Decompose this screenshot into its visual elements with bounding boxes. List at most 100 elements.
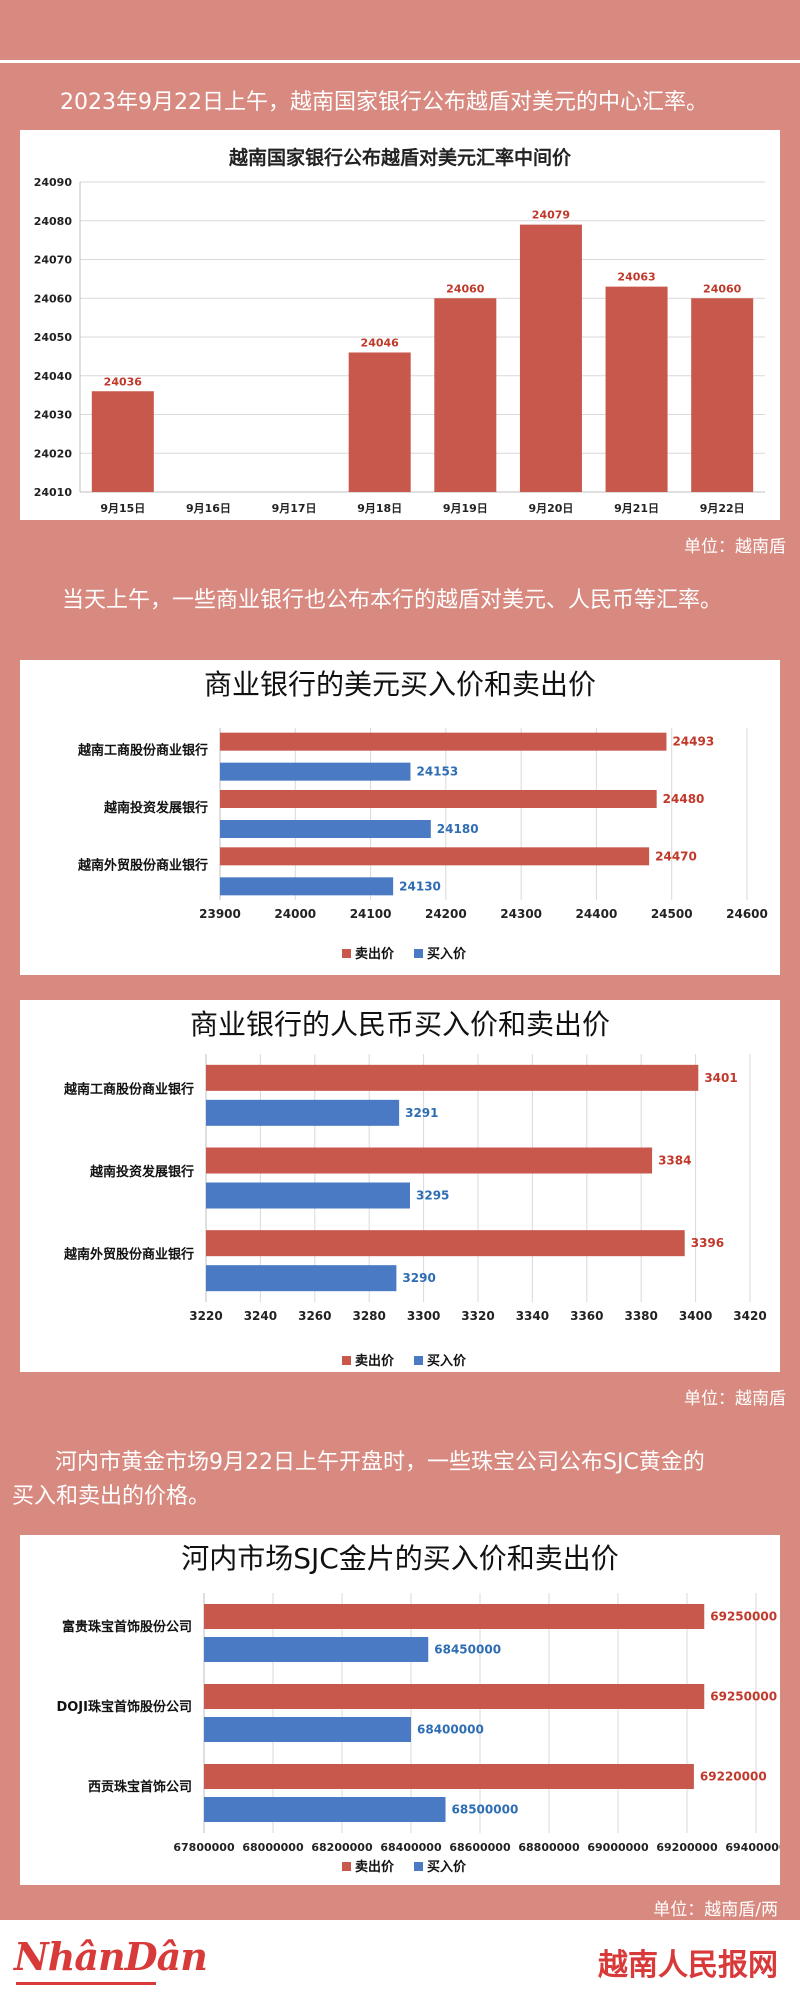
data-label-sell: 24470 <box>655 849 697 863</box>
bar-sell <box>204 1604 705 1629</box>
x-tick-label: 67800000 <box>173 1841 235 1854</box>
data-label-buy: 24180 <box>437 822 479 836</box>
y-tick-label: 24070 <box>34 254 73 267</box>
bar-sell <box>204 1764 694 1789</box>
x-tick-label: 9月18日 <box>357 502 402 515</box>
chart-title: 河内市场SJC金片的买入价和卖出价 <box>181 1542 619 1575</box>
bar-buy <box>220 762 411 781</box>
logo-underline <box>16 1982 156 1985</box>
bar-sell <box>206 1230 685 1257</box>
bar <box>91 391 154 492</box>
data-label-sell: 24493 <box>672 735 714 749</box>
chart-panel-central-rate: 越南国家银行公布越盾对美元汇率中间价 24010 24020 24030 24040 24… <box>20 130 780 520</box>
y-tick-label: 24080 <box>34 215 73 228</box>
bar-buy <box>206 1182 410 1209</box>
bar-sell <box>206 1147 653 1174</box>
x-tick-label: 3340 <box>516 1309 549 1323</box>
bar-sell <box>206 1064 699 1091</box>
bar <box>348 352 411 492</box>
x-tick-label: 3380 <box>624 1309 657 1323</box>
legend-swatch-buy <box>414 1356 423 1365</box>
bar <box>434 298 497 492</box>
data-label-sell: 69220000 <box>700 1770 767 1784</box>
data-label-buy: 3295 <box>416 1189 449 1203</box>
legend-swatch-sell <box>342 949 351 958</box>
chart-title: 商业银行的美元买入价和卖出价 <box>204 668 596 701</box>
unit-label-2: 单位：越南盾 <box>684 1389 786 1409</box>
data-label-buy: 68500000 <box>452 1803 519 1817</box>
category-label: 越南投资发展银行 <box>103 800 208 816</box>
intro-paragraph-3-line-1: 河内市黄金市场9月22日上午开盘时，一些珠宝公司公布SJC黄金的 <box>55 1450 705 1475</box>
data-label-sell: 3396 <box>691 1236 724 1250</box>
intro-paragraph-1: 2023年9月22日上午，越南国家银行公布越盾对美元的中心汇率。 <box>60 90 708 115</box>
x-tick-label: 9月15日 <box>100 502 145 515</box>
chart-panel-cny: 商业银行的人民币买入价和卖出价 3220 3240 3260 3280 3300 3320 3… <box>20 1000 780 1372</box>
category-label: 越南投资发展银行 <box>89 1164 194 1180</box>
x-tick-label: 3400 <box>679 1309 712 1323</box>
unit-label-1: 单位：越南盾 <box>684 537 786 557</box>
data-label-buy: 68400000 <box>417 1723 484 1737</box>
legend-label-sell: 卖出价 <box>355 946 395 962</box>
x-tick-label: 9月19日 <box>443 502 488 515</box>
x-tick-label: 3280 <box>352 1309 385 1323</box>
category-label: 越南外贸股份商业银行 <box>63 1247 194 1263</box>
category-label: 越南外贸股份商业银行 <box>77 857 208 873</box>
y-tick-label: 24060 <box>34 292 73 305</box>
x-tick-label: 3240 <box>244 1309 277 1323</box>
x-tick-label: 69000000 <box>587 1841 649 1854</box>
x-tick-label: 69400000 <box>725 1841 780 1854</box>
bar <box>605 286 668 492</box>
bar-buy <box>220 877 394 896</box>
data-label-sell: 3384 <box>658 1154 691 1168</box>
x-tick-label: 3220 <box>189 1309 222 1323</box>
chart-usd-rates: 商业银行的美元买入价和卖出价 23900 24000 24100 24200 24300 2… <box>77 668 768 962</box>
chart-panel-usd: 商业银行的美元买入价和卖出价 23900 24000 24100 24200 24300 2… <box>20 660 780 975</box>
x-tick-label: 3360 <box>570 1309 603 1323</box>
y-tick-label: 24010 <box>34 486 73 499</box>
x-tick-label: 24100 <box>350 907 392 921</box>
legend-label-sell: 卖出价 <box>355 1353 395 1369</box>
legend-swatch-buy <box>414 949 423 958</box>
x-tick-label: 3260 <box>298 1309 331 1323</box>
x-tick-label: 69200000 <box>656 1841 718 1854</box>
nhandan-logo[interactable]: NhânDân <box>14 1934 208 1979</box>
x-tick-label: 3320 <box>461 1309 494 1323</box>
x-tick-label: 24400 <box>576 907 618 921</box>
data-label-sell: 69250000 <box>710 1690 777 1704</box>
bar <box>519 224 582 492</box>
bar-buy <box>204 1717 411 1742</box>
x-tick-label: 23900 <box>199 907 241 921</box>
category-label: 越南工商股份商业银行 <box>63 1081 194 1097</box>
legend-swatch-sell <box>342 1862 351 1871</box>
site-name[interactable]: 越南人民报网 <box>598 1948 778 1983</box>
legend-label-buy: 买入价 <box>427 1860 467 1875</box>
legend-swatch-sell <box>342 1356 351 1365</box>
top-band <box>0 0 800 60</box>
bar-sell <box>220 732 667 751</box>
data-label: 24079 <box>532 209 570 222</box>
data-label: 24060 <box>703 282 742 295</box>
y-tick-label: 24040 <box>34 370 73 383</box>
data-label: 24063 <box>617 271 655 284</box>
y-tick-label: 24090 <box>34 176 73 189</box>
data-label-sell: 24480 <box>663 792 705 806</box>
x-tick-label: 9月21日 <box>614 502 659 515</box>
category-label: DOJI珠宝首饰股份公司 <box>56 1699 192 1715</box>
intro-paragraph-3-line-2: 买入和卖出的价格。 <box>12 1484 211 1509</box>
bar <box>691 298 754 492</box>
data-label-buy: 3290 <box>402 1271 435 1285</box>
chart-panel-gold: 河内市场SJC金片的买入价和卖出价 67800000 68000000 6820000… <box>20 1535 780 1885</box>
x-tick-label: 24600 <box>726 907 768 921</box>
x-tick-label: 9月20日 <box>528 502 573 515</box>
category-label: 西贡珠宝首饰公司 <box>88 1779 192 1795</box>
chart-cny-rates: 商业银行的人民币买入价和卖出价 3220 3240 3260 3280 3300 3320 3… <box>63 1008 767 1369</box>
legend-label-buy: 买入价 <box>427 1354 467 1369</box>
x-tick-label: 24500 <box>651 907 693 921</box>
chart-title: 越南国家银行公布越盾对美元汇率中间价 <box>228 146 572 169</box>
data-label-buy: 68450000 <box>434 1643 501 1657</box>
x-tick-label: 68200000 <box>311 1841 373 1854</box>
data-label-buy: 3291 <box>405 1106 438 1120</box>
data-label-sell: 3401 <box>704 1071 737 1085</box>
x-tick-label: 3420 <box>733 1309 766 1323</box>
intro-paragraph-2: 当天上午，一些商业银行也公布本行的越盾对美元、人民币等汇率。 <box>62 588 723 613</box>
